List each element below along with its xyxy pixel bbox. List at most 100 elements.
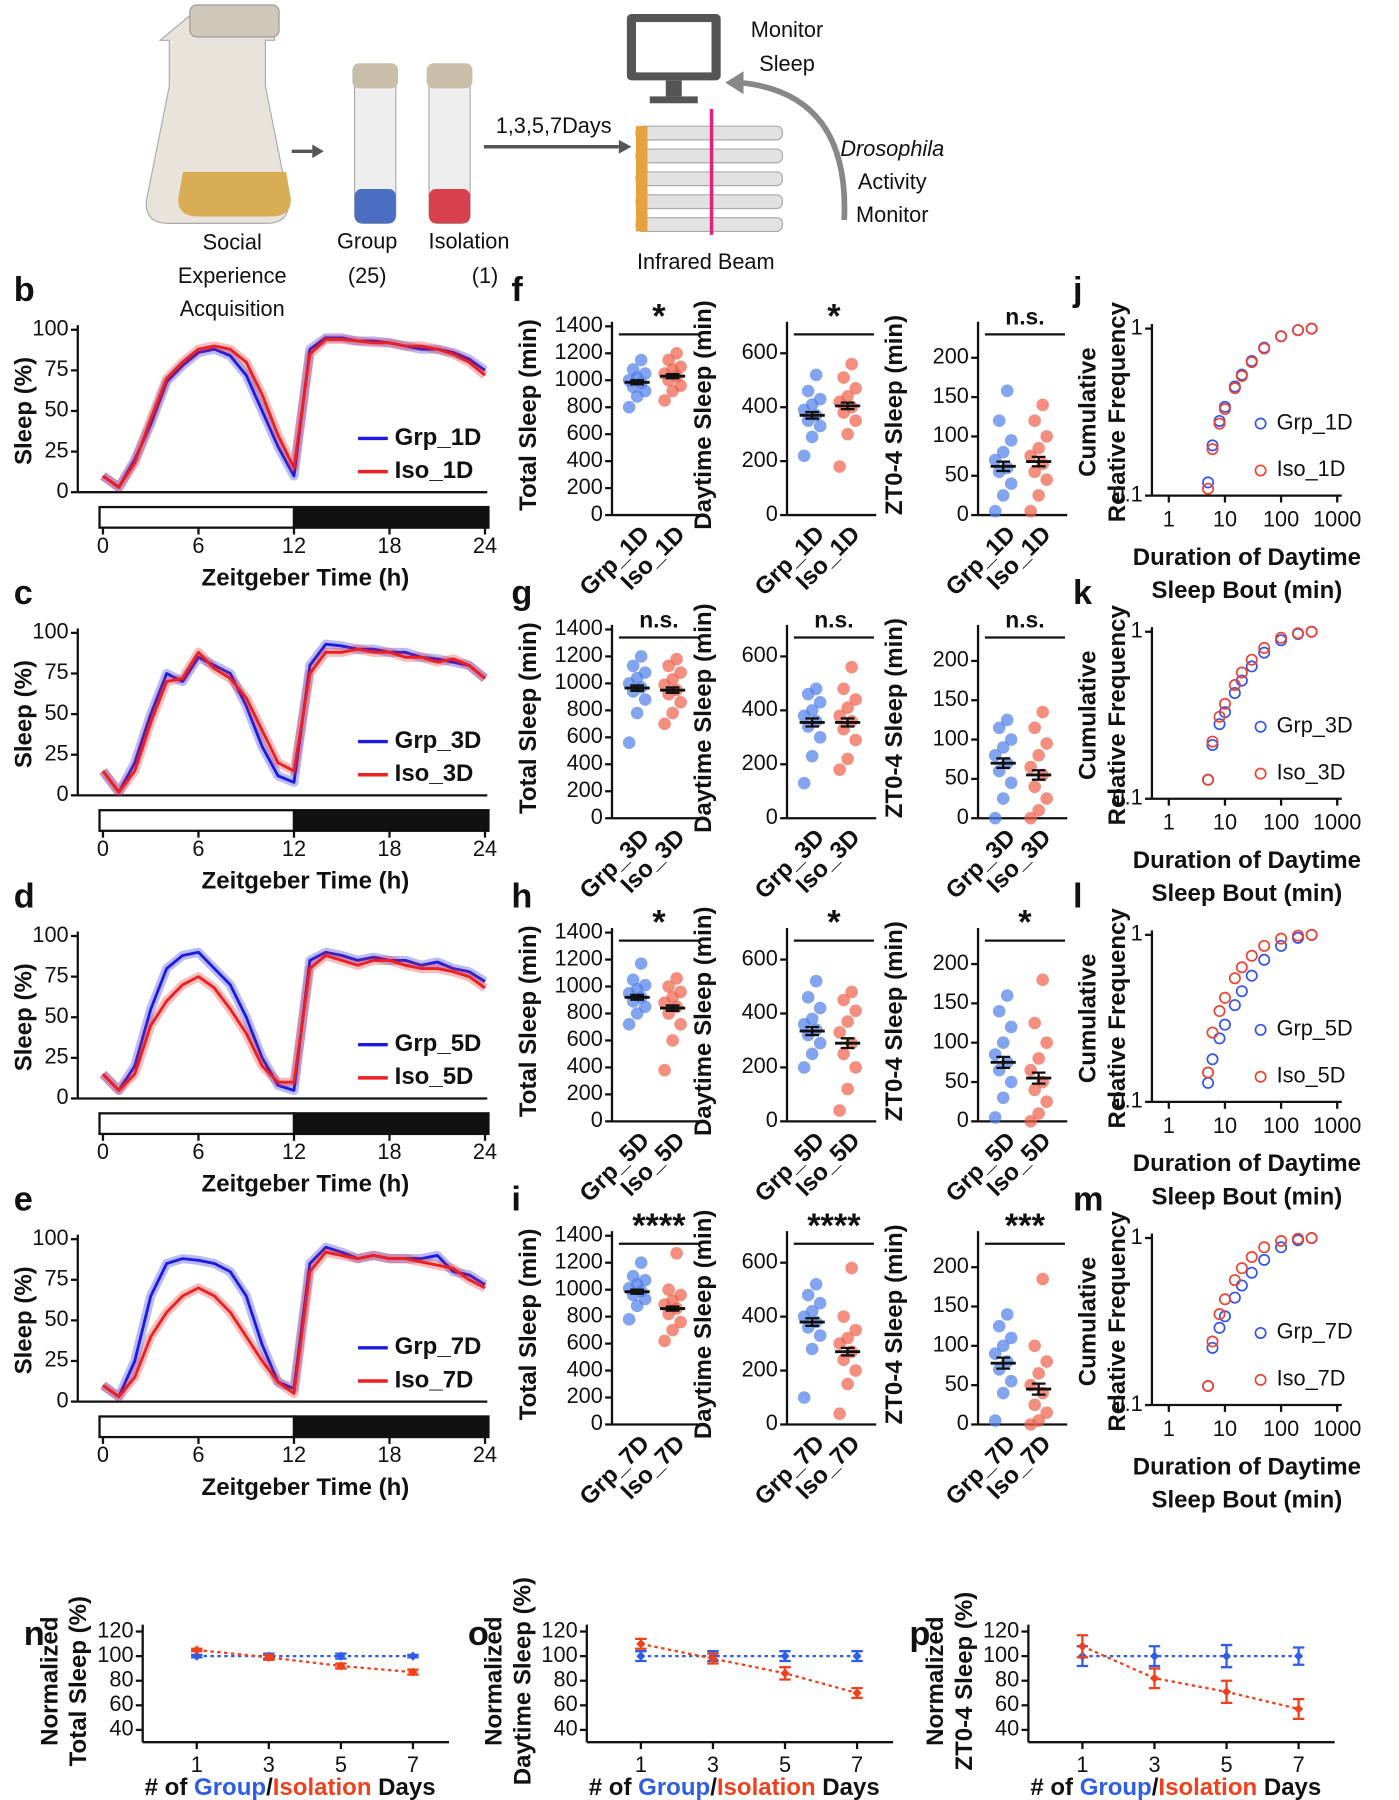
point xyxy=(1228,1274,1241,1287)
significance-label: n.s. xyxy=(1005,303,1044,329)
y-axis-label: Total Sleep (min) xyxy=(515,319,542,511)
dot xyxy=(1040,792,1053,805)
x-tick-label: 3 xyxy=(707,1752,719,1777)
y-axis-label: Relative Frequency xyxy=(1104,1211,1131,1432)
x-tick-label: 1 xyxy=(635,1752,647,1777)
y-tick-label: 0 xyxy=(957,501,969,526)
y-axis-label: Sleep (%) xyxy=(11,963,38,1071)
y-axis-label: Daytime Sleep (min) xyxy=(690,1210,717,1440)
x-tick-label: 0 xyxy=(97,1139,109,1164)
legend-marker xyxy=(1254,767,1267,780)
dot xyxy=(1024,504,1037,518)
food xyxy=(178,171,291,217)
y-axis-label: ZT0-4 Sleep (min) xyxy=(881,618,908,818)
dot xyxy=(622,400,636,414)
connector xyxy=(1082,1645,1299,1711)
y-tick-label: 200 xyxy=(933,647,969,672)
arrow-head xyxy=(312,144,324,159)
point xyxy=(1077,1641,1087,1651)
x-tick-label: 1 xyxy=(1163,1113,1175,1138)
y-tick-label: 40 xyxy=(995,1716,1019,1741)
point xyxy=(1206,1026,1219,1039)
y-tick-label: 400 xyxy=(567,750,603,775)
y-axis-label: Daytime Sleep (%) xyxy=(509,1577,536,1785)
y-tick-label: 1200 xyxy=(555,945,603,970)
dot xyxy=(622,1017,636,1031)
y-tick-label: 0 xyxy=(766,804,778,829)
y-tick-label: 600 xyxy=(742,339,778,364)
y-tick-label: 25 xyxy=(44,437,68,462)
sem-bar xyxy=(1031,1071,1046,1085)
panel-letter: l xyxy=(1073,877,1083,915)
sem-bar xyxy=(1031,769,1046,781)
significance-label: **** xyxy=(632,1207,686,1245)
dot xyxy=(813,731,827,744)
dot xyxy=(658,394,671,407)
dot xyxy=(1040,1036,1053,1049)
light-phase xyxy=(98,505,296,529)
dot xyxy=(1028,1339,1041,1353)
dot xyxy=(1032,441,1045,455)
x-axis-label: Duration of Daytime xyxy=(1133,1150,1361,1177)
y-tick-label: 100 xyxy=(933,422,969,447)
panel-letter: i xyxy=(511,1180,521,1218)
y-tick-label: 200 xyxy=(742,1356,778,1381)
point xyxy=(192,1651,202,1661)
panel-letter: b xyxy=(14,271,35,309)
y-tick-label: 0 xyxy=(591,1107,603,1132)
x-tick-label: 1000 xyxy=(1313,1113,1361,1138)
point xyxy=(1275,1241,1288,1254)
dot xyxy=(638,367,652,380)
dot xyxy=(845,660,858,674)
dot xyxy=(666,1034,679,1047)
dot xyxy=(634,1256,648,1269)
x-axis-label: # of Group/Isolation Days xyxy=(145,1774,436,1800)
point xyxy=(1291,929,1304,942)
legend-marker xyxy=(1254,1070,1267,1083)
x-axis-label-part: Isolation xyxy=(1158,1774,1257,1800)
y-tick-label: 80 xyxy=(995,1666,1019,1691)
dot xyxy=(801,384,815,398)
connector xyxy=(196,1648,414,1674)
dot xyxy=(674,360,687,374)
x-tick-label: 0 xyxy=(97,836,109,861)
y-tick-label: 1200 xyxy=(555,642,603,667)
dot xyxy=(622,1313,636,1326)
schematic-label: Sleep xyxy=(759,51,815,76)
y-tick-label: 600 xyxy=(567,1329,603,1354)
y-tick-label: 0 xyxy=(766,1107,778,1132)
x-tick-label: 1000 xyxy=(1313,507,1361,532)
y-tick-label: 0.1 xyxy=(1113,1088,1143,1113)
y-tick-label: 200 xyxy=(742,1053,778,1078)
dot xyxy=(996,1386,1010,1400)
legend-label: Iso_7D xyxy=(1277,1366,1346,1391)
y-tick-label: 1 xyxy=(1131,1224,1143,1249)
point xyxy=(1228,382,1241,395)
y-tick-label: 800 xyxy=(567,999,603,1024)
x-axis-label: Zeitgeber Time (h) xyxy=(202,564,410,591)
y-axis-label: Sleep (%) xyxy=(11,660,38,768)
y-tick-label: 50 xyxy=(44,397,68,422)
y-tick-label: 600 xyxy=(742,1248,778,1273)
panel-letter: g xyxy=(511,574,532,612)
significance-label: n.s. xyxy=(639,607,678,633)
x-tick-label: 10 xyxy=(1213,810,1237,835)
point xyxy=(1235,1262,1248,1275)
dot xyxy=(1024,1063,1037,1077)
y-tick-label: 1000 xyxy=(555,669,603,694)
dot xyxy=(837,682,850,696)
y-tick-label: 80 xyxy=(554,1666,578,1691)
point xyxy=(1245,660,1258,673)
x-tick-label: 3 xyxy=(263,1752,275,1777)
significance-label: n.s. xyxy=(1005,607,1044,633)
point xyxy=(780,1651,790,1661)
point xyxy=(1149,1673,1160,1683)
dot xyxy=(996,1091,1010,1105)
x-tick-label: 24 xyxy=(473,1442,497,1467)
dot xyxy=(638,666,652,679)
sem-bar xyxy=(630,1288,645,1295)
point xyxy=(1245,1250,1258,1263)
y-tick-label: 400 xyxy=(742,1302,778,1327)
point xyxy=(1206,443,1219,456)
significance-label: * xyxy=(652,904,666,942)
